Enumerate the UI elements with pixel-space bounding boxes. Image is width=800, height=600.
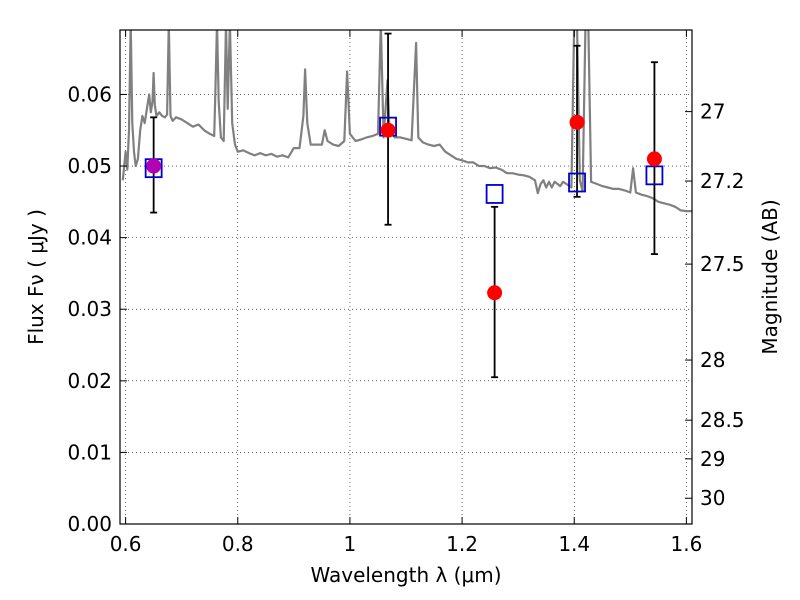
y-tick-label: 0.05 — [67, 154, 112, 178]
observed-point — [646, 151, 662, 167]
x-tick-label: 1.2 — [446, 532, 478, 556]
spectrum-line — [121, 30, 692, 213]
y2-axis-label: Magnitude (AB) — [758, 199, 782, 354]
model-square — [485, 184, 504, 204]
observed-point — [380, 122, 396, 138]
x-tick-label: 0.8 — [222, 532, 254, 556]
y2-tick-label: 28.5 — [700, 408, 745, 432]
y-tick-label: 0.06 — [67, 82, 112, 106]
y-tick-label: 0.04 — [67, 226, 112, 250]
y2-tick-label: 27.5 — [700, 252, 745, 276]
y2-tick-label: 27 — [700, 100, 725, 124]
plot-frame — [119, 29, 693, 525]
x-axis-label: Wavelength λ (μm) — [310, 563, 501, 587]
template-spectrum — [121, 30, 692, 213]
x-tick-label: 1 — [344, 532, 357, 556]
y-tick-label: 0.00 — [67, 512, 112, 536]
axis-ticks: 0.6 0.8 1 1.2 1.4 1.6 0.00 0.01 0.02 0.03 0.04 0.05… — [67, 30, 745, 556]
x-tick-label: 1.4 — [558, 532, 590, 556]
observed-point — [146, 158, 162, 174]
grid — [120, 30, 692, 525]
y2-tick-label: 30 — [700, 486, 725, 510]
observed-point — [569, 114, 585, 130]
y2-tick-label: 29 — [700, 447, 725, 471]
model-square — [568, 172, 586, 193]
y2-tick-label: 28 — [700, 348, 725, 372]
y-axis-label: Flux Fν ( μJy ) — [24, 209, 48, 345]
observed-point — [487, 285, 503, 301]
x-tick-label: 0.6 — [110, 532, 142, 556]
observed-points — [146, 114, 662, 301]
y-tick-label: 0.02 — [67, 369, 112, 393]
y-tick-label: 0.03 — [67, 297, 112, 321]
y2-tick-label: 27.2 — [700, 169, 745, 193]
y-tick-label: 0.01 — [67, 440, 112, 464]
x-tick-label: 1.6 — [670, 532, 702, 556]
